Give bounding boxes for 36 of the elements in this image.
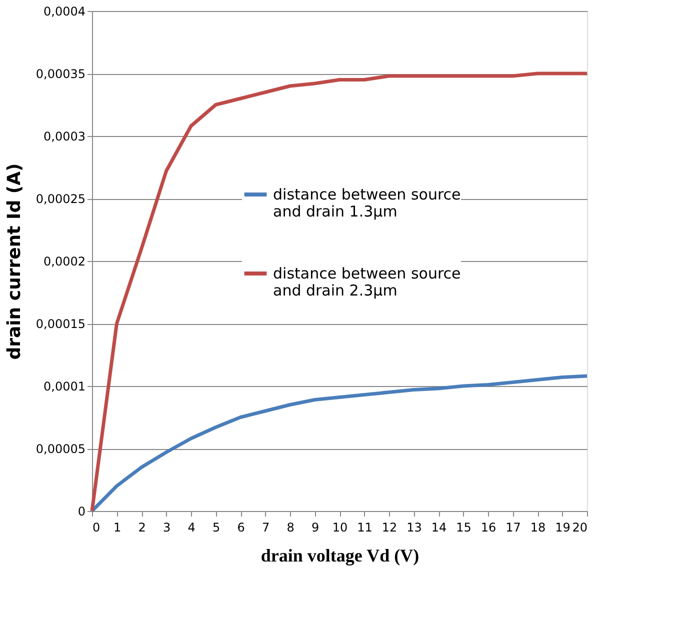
x-tick-label: 7 xyxy=(262,520,270,534)
y-tick-label: 0,0003 xyxy=(44,130,86,144)
x-tick-label: 4 xyxy=(188,520,196,534)
x-tick-label: 12 xyxy=(382,520,398,534)
x-tick-label: 9 xyxy=(311,520,320,534)
x-tick-label: 16 xyxy=(480,520,496,534)
y-tick-label: 0,00025 xyxy=(36,192,86,206)
x-tick-label: 1 xyxy=(113,520,122,534)
x-tick-label: 18 xyxy=(530,520,546,534)
legend-label: distance between source and drain 1.3µm xyxy=(273,186,461,220)
legend-label: distance between source and drain 2.3µm xyxy=(273,264,461,300)
x-tick-label: 11 xyxy=(357,520,372,534)
x-tick-label: 8 xyxy=(286,520,294,534)
line-series xyxy=(90,72,589,513)
y-axis-title: drain current Id (A) xyxy=(4,163,25,360)
x-tick-label: 5 xyxy=(212,520,220,534)
y-tick-label: 0,0004 xyxy=(44,4,86,18)
y-tick-label: 0,0001 xyxy=(44,380,86,394)
x-tick-label: 19 xyxy=(555,520,570,534)
x-axis-title: drain voltage Vd (V) xyxy=(260,546,420,566)
x-tick-label: 0 xyxy=(92,520,100,534)
x-tick-label: 13 xyxy=(406,520,422,534)
line-series xyxy=(90,374,589,513)
x-tick-label: 17 xyxy=(506,520,521,534)
y-tick-label: 0 xyxy=(78,504,86,518)
x-tick-label: 20 xyxy=(572,520,588,534)
x-tick-label: 3 xyxy=(162,520,171,534)
x-tick-label: 10 xyxy=(332,520,348,534)
y-tick-label: 0,00005 xyxy=(36,442,86,456)
x-tick-label: 14 xyxy=(431,520,447,534)
y-tick-label: 0,00015 xyxy=(36,317,86,331)
y-tick-label: 0,0002 xyxy=(44,254,86,268)
x-tick-label: 2 xyxy=(138,520,146,534)
x-tick-label: 6 xyxy=(237,520,245,534)
x-tick-label: 15 xyxy=(456,520,472,534)
y-tick-label: 0,00035 xyxy=(36,67,86,81)
